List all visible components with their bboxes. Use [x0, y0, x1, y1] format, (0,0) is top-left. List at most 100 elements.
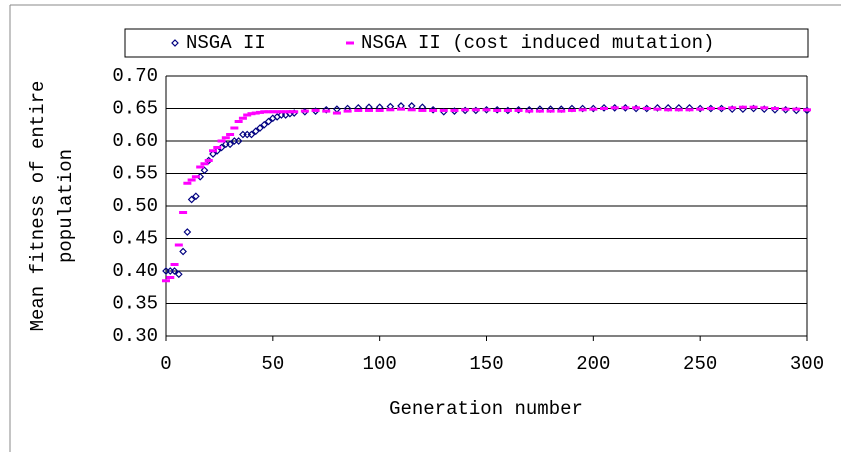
point	[386, 108, 395, 112]
point	[183, 181, 192, 185]
point	[525, 109, 534, 113]
point	[535, 109, 544, 113]
point	[174, 243, 183, 247]
point	[234, 120, 243, 123]
point	[589, 104, 598, 113]
point	[285, 110, 294, 114]
point	[450, 108, 459, 112]
y-axis-label: Mean fitness of entire population	[27, 81, 77, 332]
x-tick-label: 150	[469, 353, 503, 375]
point	[251, 127, 260, 136]
x-tick-label: 200	[576, 353, 610, 375]
point	[642, 107, 651, 110]
x-tick-label: 50	[261, 353, 284, 375]
point	[429, 105, 437, 114]
point	[621, 106, 630, 110]
point	[567, 108, 576, 112]
point	[471, 108, 480, 112]
point	[273, 110, 282, 114]
point	[187, 195, 196, 204]
point	[209, 149, 218, 153]
point	[664, 108, 673, 112]
legend-label: NSGA II	[186, 32, 266, 54]
point	[260, 120, 269, 129]
point	[578, 108, 587, 112]
point	[226, 140, 234, 149]
point	[256, 124, 264, 132]
point	[268, 110, 277, 114]
point	[264, 117, 273, 126]
point	[738, 105, 747, 109]
point	[653, 107, 662, 111]
x-tick-label: 0	[160, 353, 171, 375]
point	[706, 107, 715, 110]
point	[204, 159, 213, 162]
point	[439, 108, 448, 112]
point	[217, 139, 226, 143]
point	[174, 270, 183, 279]
point	[277, 110, 286, 114]
point	[653, 104, 662, 112]
point	[429, 108, 438, 112]
point	[300, 109, 309, 113]
y-tick-label: 0.30	[112, 325, 158, 347]
point	[187, 178, 196, 182]
point	[166, 276, 175, 279]
point	[760, 106, 769, 110]
point	[332, 111, 341, 115]
y-tick-label: 0.65	[112, 98, 158, 120]
y-tick-label: 0.60	[112, 130, 158, 152]
point	[717, 107, 726, 110]
point	[354, 108, 363, 112]
point	[493, 105, 502, 114]
point	[256, 110, 265, 114]
y-axis-label-line: population	[55, 149, 77, 263]
point	[343, 109, 352, 113]
y-axis-label-line: Mean fitness of entire	[27, 81, 49, 332]
point	[514, 105, 523, 114]
legend-label: NSGA II (cost induced mutation)	[361, 32, 714, 54]
point	[589, 107, 598, 111]
point	[200, 166, 209, 175]
point	[674, 108, 683, 112]
legend-box	[124, 28, 809, 58]
point	[407, 108, 416, 112]
point	[557, 109, 566, 113]
point	[230, 126, 239, 130]
point	[781, 107, 790, 111]
point	[333, 105, 341, 113]
point	[482, 108, 491, 112]
point	[247, 130, 256, 139]
y-tick-label: 0.35	[112, 293, 158, 315]
point	[221, 136, 230, 140]
point	[364, 108, 373, 112]
x-tick-label: 300	[790, 353, 824, 375]
point	[260, 110, 269, 114]
point	[238, 116, 247, 120]
point	[696, 107, 705, 111]
legend-marker	[171, 39, 179, 47]
y-tick-label: 0.40	[112, 260, 158, 282]
x-tick-label: 100	[363, 353, 397, 375]
point	[183, 228, 192, 236]
point	[375, 108, 384, 112]
point	[514, 108, 523, 112]
point	[226, 133, 235, 136]
point	[247, 112, 256, 116]
point	[264, 110, 273, 114]
point	[546, 109, 555, 113]
point	[600, 104, 608, 112]
point	[170, 263, 179, 266]
y-tick-label: 0.45	[112, 228, 158, 250]
point	[162, 279, 170, 283]
x-tick-label: 250	[683, 353, 717, 375]
point	[397, 107, 406, 111]
point	[632, 106, 641, 110]
point	[179, 211, 188, 214]
point	[213, 146, 222, 149]
point	[170, 267, 179, 275]
point	[311, 108, 320, 112]
point	[685, 108, 694, 112]
point	[322, 109, 331, 113]
